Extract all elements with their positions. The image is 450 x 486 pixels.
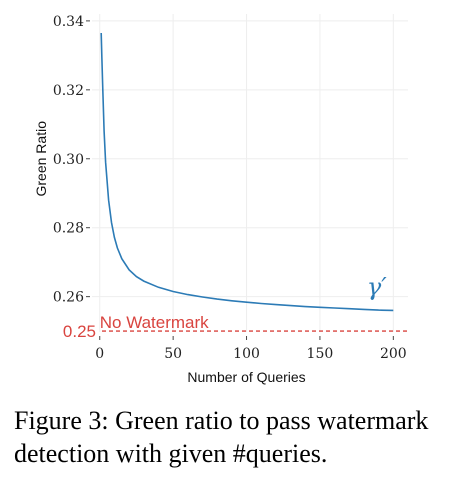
x-tick-label: 100 xyxy=(233,346,260,362)
y-tick-label: 0.34 xyxy=(53,14,84,30)
baseline-label: No Watermark xyxy=(100,313,209,332)
axis-ticks: 0.26 0.28 0.30 0.32 0.34 0 50 100 150 200 xyxy=(53,14,407,362)
baseline-value-label: 0.25 xyxy=(63,322,96,341)
x-tick-label: 50 xyxy=(164,346,182,362)
y-axis-label: Green Ratio xyxy=(33,121,49,197)
y-tick-label: 0.28 xyxy=(53,221,84,237)
gridlines xyxy=(92,14,408,332)
x-tick-label: 150 xyxy=(307,346,334,362)
line-chart: 0.26 0.28 0.30 0.32 0.34 0 50 100 150 200 0.25 No… xyxy=(33,14,408,385)
x-tick-label: 200 xyxy=(380,346,407,362)
y-tick-label: 0.26 xyxy=(53,290,84,306)
x-axis-label: Number of Queries xyxy=(187,369,305,385)
y-tick-label: 0.32 xyxy=(53,83,84,99)
x-tick-label: 0 xyxy=(95,346,104,362)
green-ratio-series-line xyxy=(100,32,394,312)
series-label-gamma: γ′ xyxy=(367,273,387,301)
y-tick-label: 0.30 xyxy=(53,152,84,168)
figure-caption: Figure 3: Green ratio to pass watermark … xyxy=(14,406,429,468)
